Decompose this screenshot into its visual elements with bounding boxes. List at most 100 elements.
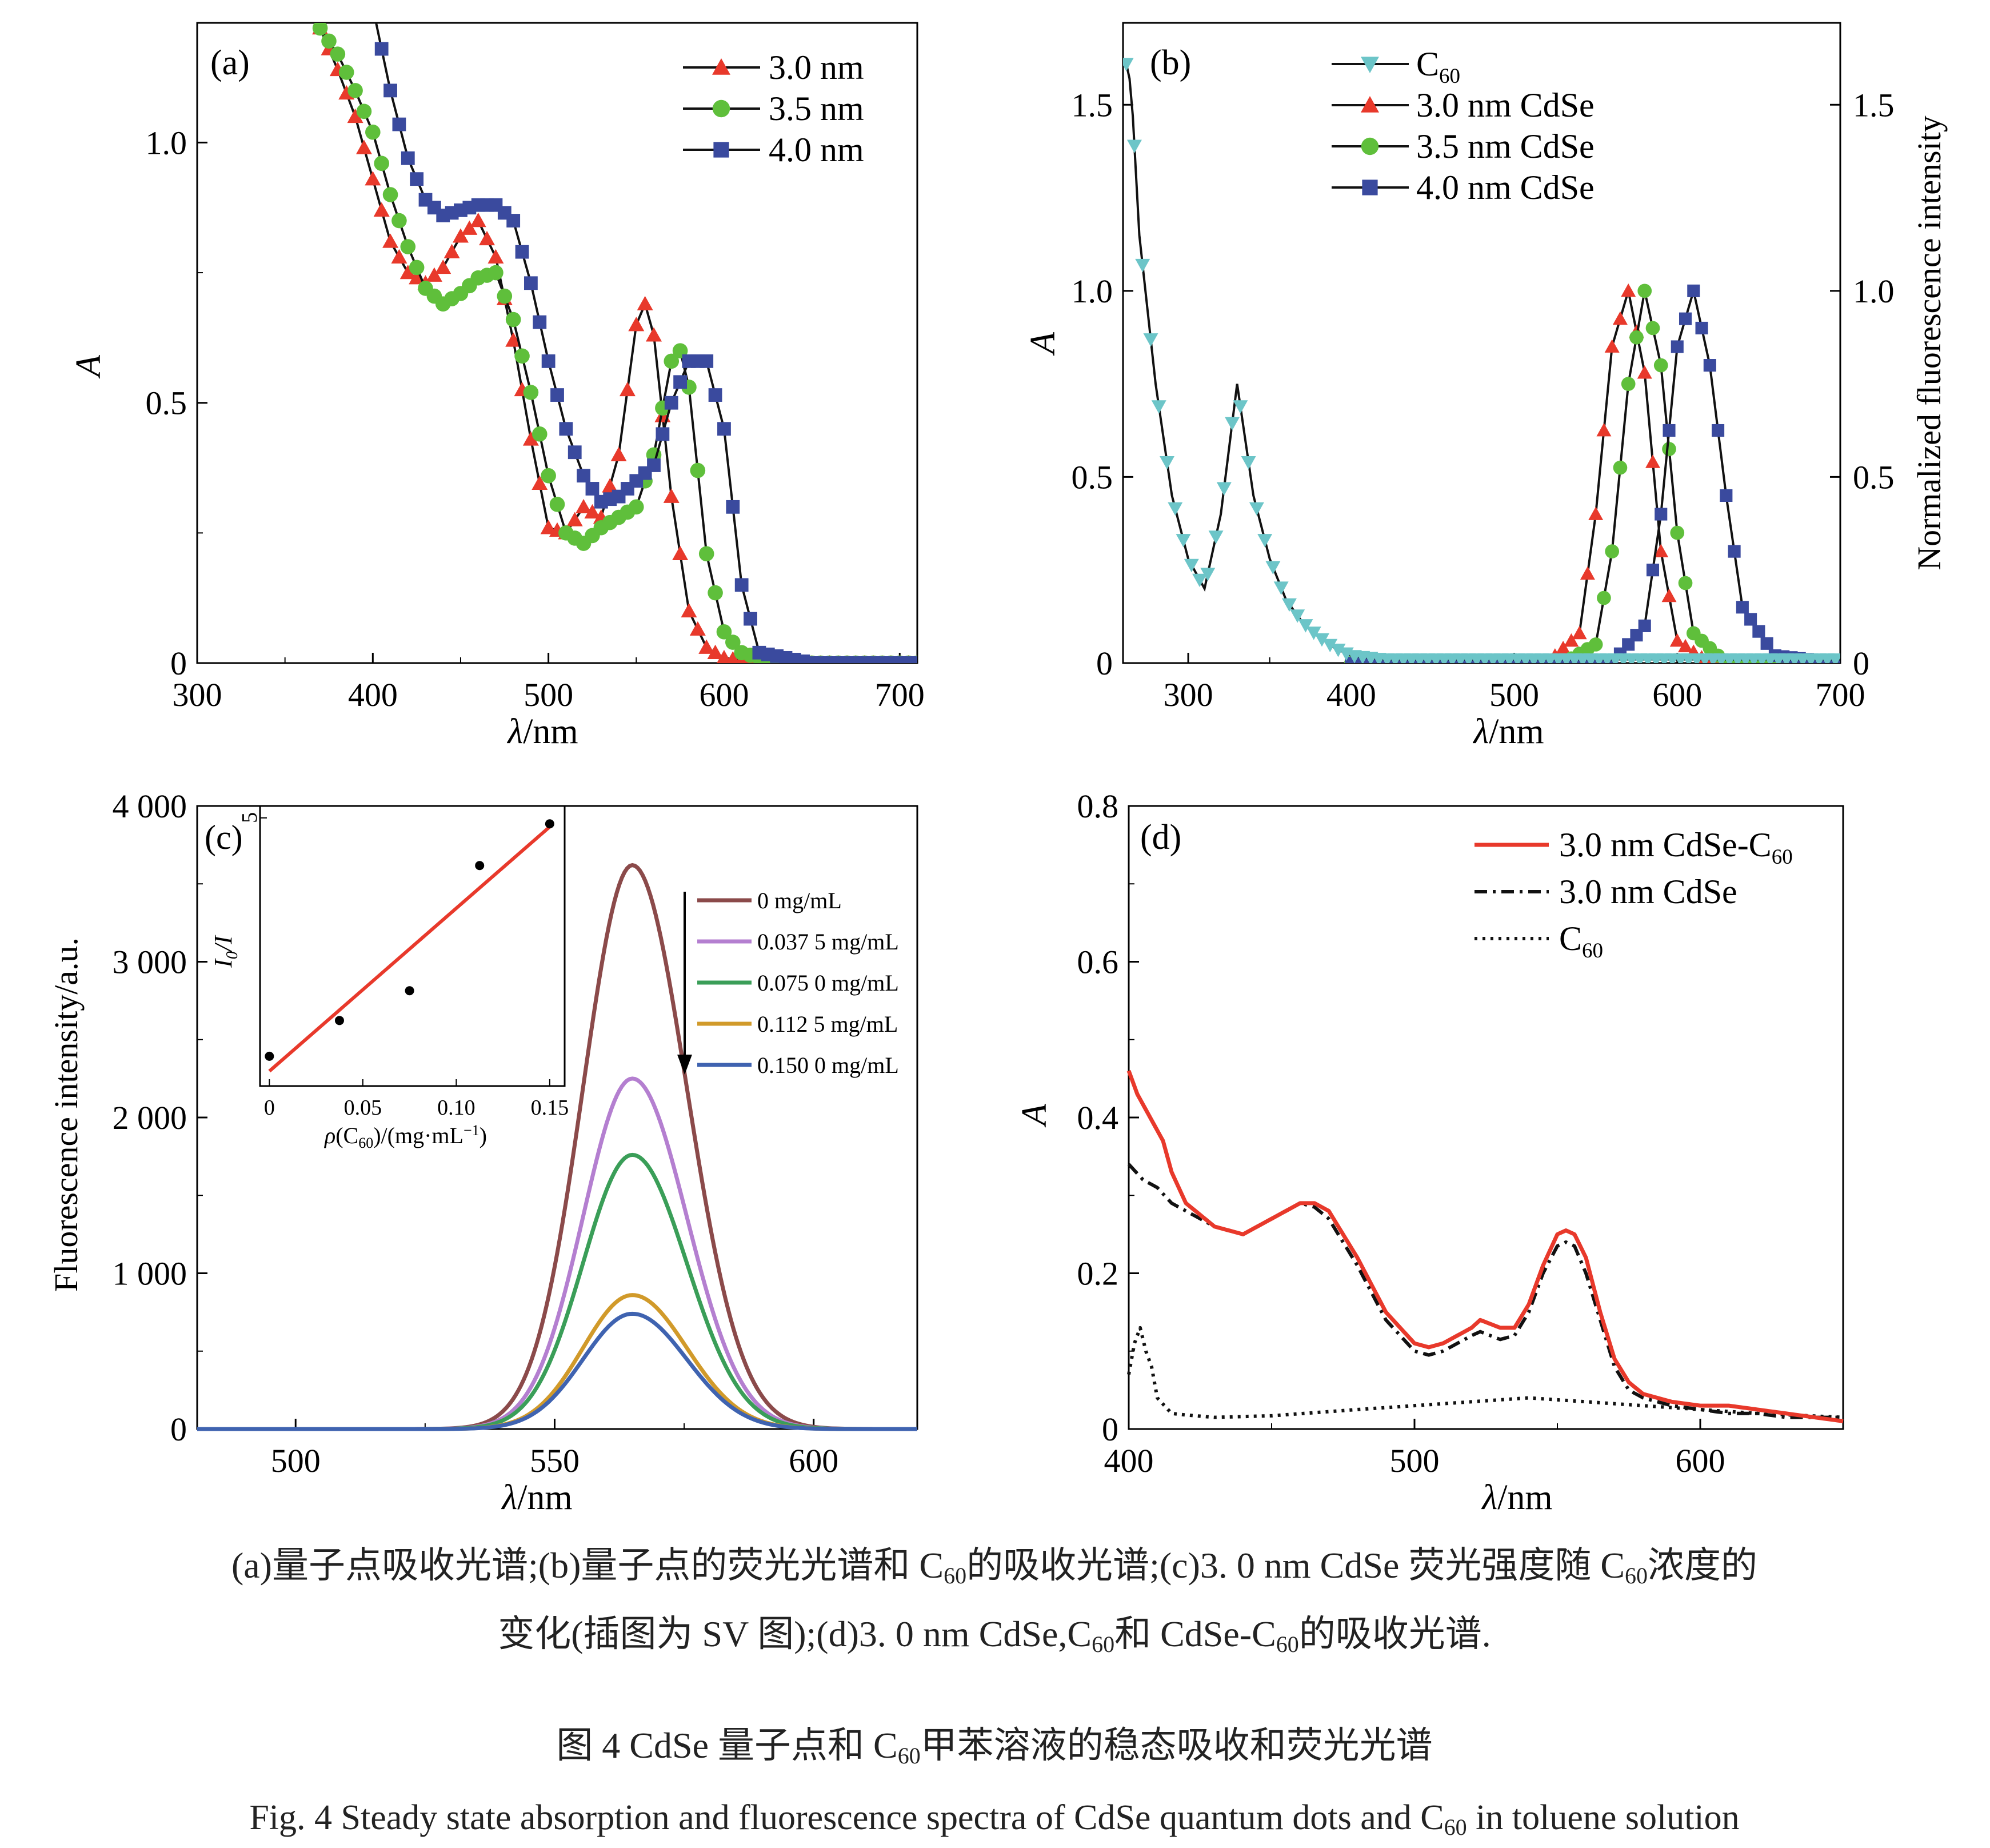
data-marker bbox=[338, 65, 354, 80]
data-marker bbox=[426, 267, 442, 282]
legend-label: 0 mg/mL bbox=[757, 888, 842, 913]
y-tick-label: 0.4 bbox=[1077, 1099, 1119, 1136]
data-marker bbox=[524, 276, 538, 290]
data-marker bbox=[1151, 400, 1166, 414]
data-marker bbox=[392, 117, 406, 131]
data-marker bbox=[1703, 359, 1716, 372]
data-marker bbox=[647, 458, 661, 472]
data-marker bbox=[373, 202, 390, 217]
data-marker bbox=[689, 621, 706, 636]
data-marker bbox=[355, 139, 372, 154]
data-marker bbox=[744, 612, 757, 626]
data-marker bbox=[391, 249, 407, 264]
series-line bbox=[1351, 290, 1840, 663]
inset-x-tick-label: 0.15 bbox=[531, 1096, 569, 1120]
legend-marker bbox=[712, 58, 730, 75]
data-marker bbox=[566, 512, 583, 526]
legend-label: 0.075 0 mg/mL bbox=[757, 970, 899, 996]
panel-b-chart: 300 400 500 600 700 λ/nm 0 0.5 1.0 1.5 0 0.5 1.0 1.5 A… bbox=[1024, 22, 1948, 751]
data-marker bbox=[663, 488, 680, 503]
data-marker bbox=[1322, 638, 1338, 653]
data-marker bbox=[1596, 423, 1612, 437]
data-marker bbox=[1588, 637, 1603, 652]
x-tick-label: 700 bbox=[875, 676, 925, 713]
data-marker bbox=[700, 354, 714, 368]
data-marker bbox=[1679, 312, 1692, 325]
data-marker bbox=[541, 354, 556, 368]
arrow-head bbox=[677, 1055, 692, 1075]
inset-x-tick-label: 0.05 bbox=[344, 1096, 382, 1120]
x-axis-label: λ/nm bbox=[1472, 712, 1544, 751]
data-marker bbox=[893, 656, 907, 663]
y2-axis-label: Normalized fluorescence intensity bbox=[1911, 115, 1948, 570]
data-marker bbox=[479, 230, 495, 246]
legend-label: 3.5 nm bbox=[769, 90, 864, 127]
inset-x-axis-label: ρ(C60)/(mg·mL−1) bbox=[323, 1122, 487, 1151]
data-marker bbox=[646, 327, 662, 342]
legend-label: 0.037 5 mg/mL bbox=[757, 929, 899, 955]
series-line-4 bbox=[197, 1311, 917, 1431]
data-marker bbox=[532, 475, 548, 490]
data-marker bbox=[532, 426, 548, 442]
data-marker bbox=[1744, 613, 1757, 626]
data-marker bbox=[505, 332, 522, 347]
data-marker bbox=[707, 644, 724, 659]
legend-label: 3.5 nm CdSe bbox=[1416, 127, 1595, 165]
data-marker bbox=[1670, 525, 1685, 540]
x-tick-label: 500 bbox=[271, 1442, 321, 1479]
data-marker bbox=[1192, 573, 1208, 588]
x-tick-label: 500 bbox=[524, 676, 573, 713]
data-marker bbox=[1168, 502, 1183, 516]
series-0 bbox=[1123, 58, 1840, 663]
data-marker bbox=[1160, 456, 1175, 470]
data-marker bbox=[708, 585, 723, 601]
panel-a-chart: 300 400 500 600 700 λ/nm 0 0.5 1.0 A (a) 3.0 nm 3.5 … bbox=[69, 22, 925, 751]
data-marker bbox=[1200, 568, 1216, 581]
data-marker bbox=[875, 656, 889, 663]
data-marker bbox=[734, 578, 749, 592]
data-marker bbox=[1176, 534, 1191, 548]
data-marker bbox=[1638, 619, 1651, 632]
data-marker bbox=[822, 656, 837, 663]
y-axis-label: A bbox=[1015, 1103, 1054, 1128]
legend-label: 3.0 nm CdSe bbox=[1416, 86, 1595, 124]
data-marker bbox=[1314, 633, 1329, 647]
legend-label: 4.0 nm CdSe bbox=[1416, 169, 1595, 206]
data-marker bbox=[410, 172, 424, 186]
legend-label: 4.0 nm bbox=[769, 131, 864, 169]
data-marker bbox=[356, 103, 372, 119]
data-marker bbox=[1645, 321, 1660, 336]
data-marker bbox=[1621, 283, 1636, 297]
data-marker bbox=[409, 270, 425, 285]
data-marker bbox=[443, 244, 460, 258]
data-marker bbox=[1345, 656, 1358, 663]
y-tick-label: 3 000 bbox=[113, 944, 187, 981]
data-marker bbox=[541, 468, 556, 484]
series-2 bbox=[1344, 284, 1840, 663]
data-marker bbox=[374, 42, 389, 56]
data-marker bbox=[523, 385, 539, 400]
data-marker bbox=[1135, 258, 1150, 273]
x-tick-label: 400 bbox=[1326, 676, 1376, 713]
legend-label: C60 bbox=[1559, 920, 1603, 963]
data-marker bbox=[452, 228, 469, 243]
data-marker bbox=[400, 239, 416, 254]
data-marker bbox=[382, 233, 399, 248]
data-marker bbox=[726, 651, 740, 663]
data-marker bbox=[716, 624, 732, 640]
data-marker bbox=[1663, 424, 1676, 437]
caption-line-1: (a)量子点吸收光谱;(b)量子点的荧光光谱和 C60的吸收光谱;(c)3. 0… bbox=[231, 1545, 1757, 1588]
series-2 bbox=[374, 23, 917, 663]
data-marker bbox=[698, 546, 714, 562]
panel-d-chart: 400 500 600 λ/nm 0 0.2 0.4 0.6 0.8 A (d) 3.0 nm CdS… bbox=[1015, 788, 1844, 1517]
data-marker bbox=[1653, 358, 1668, 373]
data-marker bbox=[1281, 598, 1297, 612]
x-axis-label: λ/nm bbox=[501, 1478, 572, 1517]
data-marker bbox=[1678, 576, 1693, 590]
y-tick-label: 0.8 bbox=[1077, 788, 1119, 825]
y2-tick-label: 0 bbox=[1853, 645, 1869, 682]
data-marker bbox=[461, 220, 478, 235]
x-tick-label: 700 bbox=[1816, 676, 1865, 713]
data-marker bbox=[1361, 656, 1374, 663]
data-marker bbox=[840, 656, 854, 663]
